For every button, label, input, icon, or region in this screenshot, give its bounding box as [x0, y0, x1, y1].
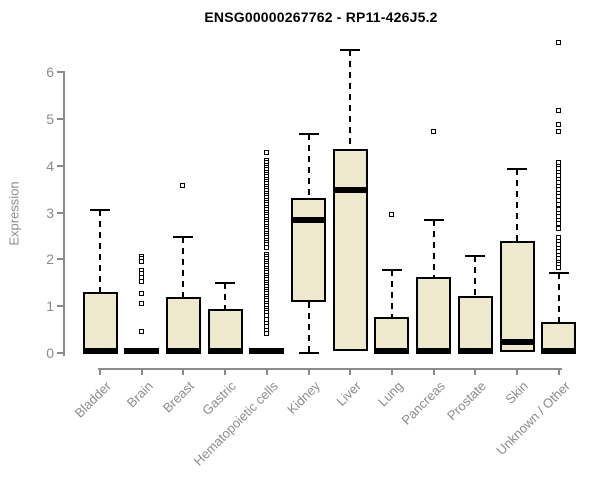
whisker-upper: [390, 269, 393, 318]
whisker-lower: [307, 302, 310, 353]
y-tick-label: 3: [46, 204, 54, 221]
outlier-point: [555, 221, 561, 227]
outlier-point: [555, 202, 561, 208]
y-tick: [57, 71, 64, 74]
y-tick: [57, 352, 64, 354]
outlier-point: [180, 182, 186, 188]
y-tick-label: 2: [46, 251, 54, 268]
outlier-point: [555, 225, 561, 231]
median-line: [374, 347, 410, 354]
whisker-upper: [516, 169, 518, 241]
y-axis-label: Expression: [6, 181, 22, 246]
whisker-upper: [182, 237, 185, 297]
y-tick: [57, 305, 64, 308]
outlier-point: [138, 300, 144, 306]
whisker-cap-upper: [465, 255, 486, 258]
median-line: [82, 347, 118, 354]
median-line: [124, 348, 160, 355]
x-tick: [224, 368, 227, 375]
outlier-point: [138, 258, 144, 264]
x-tick: [182, 368, 185, 375]
whisker-cap-upper: [215, 281, 236, 284]
outlier-point: [138, 278, 144, 284]
outlier-point: [138, 328, 144, 334]
whisker-upper: [557, 273, 560, 323]
whisker-cap-upper: [298, 132, 319, 135]
median-line: [541, 347, 577, 354]
whisker-upper: [99, 210, 101, 293]
chart-title: ENSG00000267762 - RP11-426J5.2: [204, 9, 438, 25]
whisker-cap-lower: [298, 352, 319, 354]
whisker-upper: [432, 220, 435, 277]
outlier-point: [430, 128, 436, 134]
y-tick-label: 4: [46, 157, 54, 174]
whisker-upper: [474, 256, 477, 296]
outlier-point: [263, 149, 269, 155]
median-line: [249, 348, 285, 355]
x-tick: [557, 368, 560, 375]
box-rect: [207, 308, 243, 353]
outlier-point: [555, 107, 561, 113]
y-tick: [57, 211, 64, 214]
box-rect: [499, 240, 535, 353]
y-tick-label: 6: [46, 64, 54, 81]
x-tick: [265, 368, 268, 375]
x-tick: [307, 368, 310, 375]
outlier-point: [555, 264, 561, 270]
x-tick: [390, 368, 393, 375]
whisker-cap-upper: [381, 268, 402, 271]
y-tick: [57, 117, 64, 120]
median-line: [291, 217, 326, 223]
y-tick-label: 5: [46, 110, 54, 127]
outlier-point: [263, 244, 269, 250]
whisker-cap-upper: [507, 168, 527, 171]
x-tick: [349, 368, 352, 375]
y-tick: [57, 164, 64, 167]
x-tick: [432, 368, 435, 375]
whisker-cap-upper: [173, 236, 194, 239]
outlier-point: [138, 291, 144, 297]
outlier-point: [555, 197, 561, 203]
box-rect: [457, 295, 493, 353]
whisker-cap-upper: [423, 219, 444, 221]
median-line: [416, 347, 452, 354]
median-line: [165, 347, 201, 354]
y-tick-label: 1: [46, 298, 54, 315]
x-tick: [99, 368, 101, 375]
x-tick: [140, 368, 143, 375]
outlier-point: [555, 121, 561, 127]
box-rect: [165, 296, 201, 353]
x-category-label: Unknown / Other: [493, 378, 573, 458]
whisker-upper: [307, 133, 310, 198]
median-line: [457, 347, 493, 354]
median-line: [332, 187, 368, 194]
whisker-upper: [349, 50, 352, 150]
outlier-point: [263, 331, 269, 337]
whisker-upper: [224, 282, 227, 309]
x-tick: [474, 368, 477, 375]
x-axis-line: [98, 368, 562, 370]
y-axis-line: [63, 71, 65, 356]
box-rect: [291, 197, 326, 303]
y-tick: [57, 258, 64, 261]
box-rect: [416, 276, 452, 353]
median-line: [499, 339, 535, 346]
outlier-point: [555, 128, 561, 134]
whisker-cap-upper: [548, 272, 569, 275]
box-rect: [332, 149, 368, 351]
x-tick: [516, 368, 518, 375]
box-rect: [82, 292, 118, 353]
median-line: [207, 347, 243, 354]
whisker-cap-upper: [90, 209, 110, 212]
y-tick-label: 0: [46, 345, 54, 361]
outlier-point: [555, 39, 561, 45]
outlier-point: [388, 211, 394, 217]
whisker-cap-upper: [340, 49, 361, 51]
